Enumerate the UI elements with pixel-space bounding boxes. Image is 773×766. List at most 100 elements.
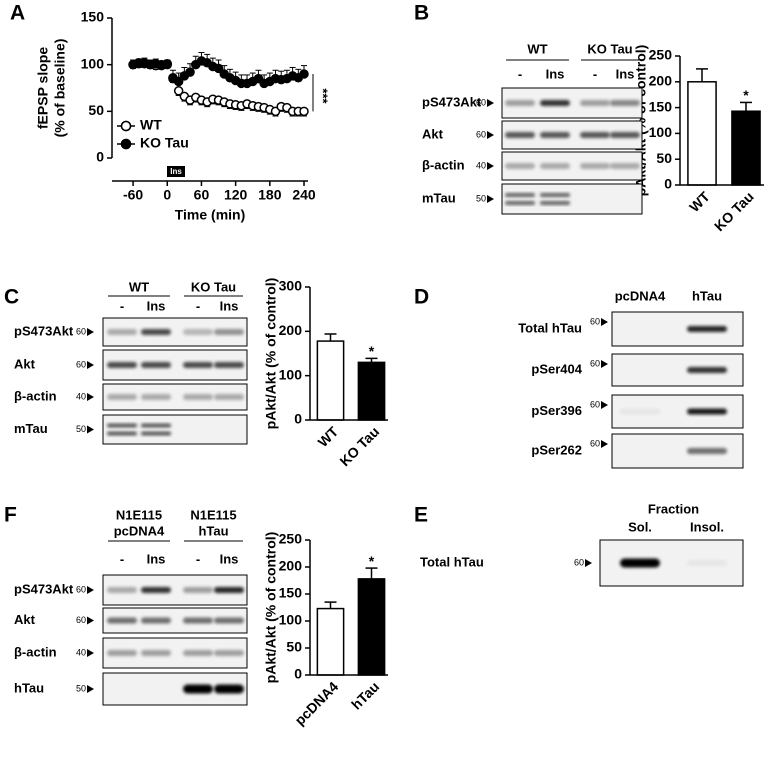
data-point: [173, 86, 184, 96]
blot-band: [141, 423, 171, 428]
marker-arrow: [87, 586, 94, 594]
blot-band: [107, 650, 137, 656]
y-axis-label: pAkt/Akt (% of control): [263, 532, 279, 684]
y-axis-label: (% of baseline): [52, 39, 68, 138]
blot-band: [183, 684, 213, 694]
blot-band: [505, 132, 535, 138]
size-marker: 40: [76, 647, 86, 657]
row-label: pSer396: [531, 403, 582, 418]
row-label: Total hTau: [518, 320, 582, 335]
blot-band: [580, 132, 610, 138]
blot-band: [141, 329, 171, 335]
blot-band: [214, 329, 244, 335]
marker-arrow: [87, 328, 94, 336]
row-label: mTau: [422, 190, 456, 205]
y-tick-label: 100: [649, 124, 673, 140]
panel-letter: D: [414, 286, 429, 309]
blot-band: [687, 560, 727, 566]
blot-band: [505, 163, 535, 169]
size-marker: 60: [76, 584, 86, 594]
legend-label: WT: [140, 117, 162, 133]
blot-band: [540, 100, 570, 106]
blot-band: [505, 193, 535, 197]
size-marker: 50: [476, 193, 486, 203]
size-marker: 40: [76, 391, 86, 401]
size-marker: 60: [590, 316, 600, 326]
x-tick-label: pcDNA4: [291, 678, 341, 728]
y-tick-label: 200: [649, 73, 673, 89]
panel-letter: A: [10, 2, 25, 25]
lane-label: -: [196, 551, 200, 566]
row-label: Akt: [14, 356, 36, 371]
y-tick-label: 200: [279, 558, 303, 574]
blot-band: [620, 408, 660, 415]
size-marker: 40: [476, 160, 486, 170]
blot-band: [610, 163, 640, 169]
treatment-label: Ins: [170, 167, 182, 176]
size-marker: 60: [76, 359, 86, 369]
blot-band: [107, 329, 137, 335]
blot-band: [141, 431, 171, 436]
blot-band: [183, 650, 213, 656]
y-axis-label: pAkt/Akt (% of control): [263, 278, 279, 430]
panel-letter: F: [4, 504, 17, 527]
marker-arrow: [601, 440, 608, 448]
group-label: KO Tau: [587, 41, 632, 56]
blot-strip: [501, 183, 643, 215]
x-tick-label: KO Tau: [711, 188, 757, 234]
group-label: WT: [129, 279, 149, 294]
fraction-title: Fraction: [648, 501, 699, 516]
data-point: [299, 106, 309, 117]
marker-arrow: [601, 318, 608, 326]
row-label: β-actin: [14, 388, 57, 403]
group-label: N1E115: [190, 507, 236, 522]
size-marker: 50: [76, 424, 86, 434]
treatment-box: [167, 166, 185, 177]
row-label: pS473Akt: [14, 323, 74, 338]
y-tick-label: 100: [81, 55, 105, 71]
blot-band: [107, 362, 137, 368]
significance: *: [369, 343, 375, 359]
column-label: Insol.: [690, 519, 724, 534]
blot-band: [183, 587, 213, 593]
bar: [357, 578, 386, 676]
x-tick-label: WT: [686, 188, 713, 215]
size-marker: 60: [590, 399, 600, 409]
lane-label: Ins: [220, 298, 239, 313]
lane-label: Ins: [616, 66, 635, 81]
y-tick-label: 0: [96, 149, 104, 165]
data-point: [299, 69, 309, 79]
x-tick-label: WT: [315, 423, 342, 450]
y-tick-label: 300: [279, 278, 303, 294]
lane-label: -: [120, 298, 124, 313]
marker-arrow: [585, 559, 592, 567]
significance: *: [369, 553, 375, 569]
bar: [357, 361, 386, 421]
size-marker: 60: [76, 615, 86, 625]
y-tick-label: 50: [286, 639, 302, 655]
blot-band: [214, 684, 244, 694]
group-label: pcDNA4: [114, 523, 165, 538]
y-tick-label: 50: [88, 102, 104, 118]
row-label: Total hTau: [420, 554, 484, 569]
blot-band: [141, 617, 171, 624]
lane-label: Ins: [220, 551, 239, 566]
y-tick-label: 150: [81, 9, 105, 25]
x-tick-label: KO Tau: [336, 423, 382, 469]
blot-band: [580, 163, 610, 169]
blot-band: [214, 362, 244, 368]
marker-arrow: [487, 162, 494, 170]
blot-band: [107, 423, 137, 428]
row-label: β-actin: [14, 644, 57, 659]
blot-band: [141, 394, 171, 400]
size-marker: 60: [590, 438, 600, 448]
x-tick-label: hTau: [348, 678, 382, 712]
blot-band: [107, 617, 137, 624]
legend-marker: [120, 120, 132, 132]
marker-arrow: [487, 99, 494, 107]
panel-letter: C: [4, 286, 19, 309]
row-label: pS473Akt: [422, 94, 482, 109]
blot-band: [107, 587, 137, 593]
x-tick-label: 240: [292, 187, 316, 203]
